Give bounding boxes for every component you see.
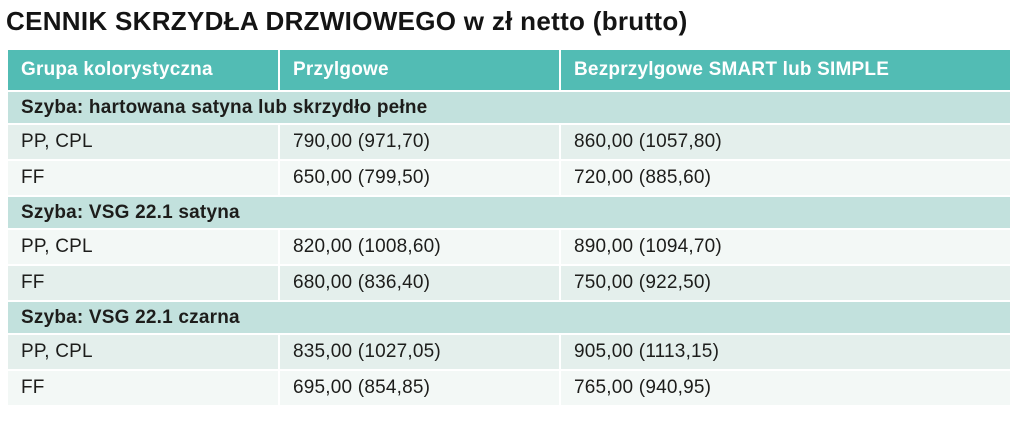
column-header-row: Grupa kolorystyczna Przylgowe Bezprzylgo… [6,48,1012,92]
cell-group: PP, CPL [6,333,280,371]
table-row: FF 650,00 (799,50) 720,00 (885,60) [6,159,1012,197]
cell-przylgowe-price: 820,00 (1008,60) [278,228,561,266]
table-row: PP, CPL 790,00 (971,70) 860,00 (1057,80) [6,123,1012,161]
section-header-label: Szyba: VSG 22.1 satyna [6,195,1012,230]
cell-bezprzylgowe-price: 890,00 (1094,70) [559,228,1012,266]
table-header: Grupa kolorystyczna Przylgowe Bezprzylgo… [6,48,1012,92]
cell-group: FF [6,159,280,197]
section-header-label: Szyba: VSG 22.1 czarna [6,300,1012,335]
cell-group: PP, CPL [6,123,280,161]
cell-przylgowe-price: 695,00 (854,85) [278,369,561,407]
cell-bezprzylgowe-price: 765,00 (940,95) [559,369,1012,407]
column-header-przylgowe: Przylgowe [278,48,561,92]
section-header-hartowana-satyna: Szyba: hartowana satyna lub skrzydło peł… [6,90,1012,125]
section-header-label: Szyba: hartowana satyna lub skrzydło peł… [6,90,1012,125]
table-row: PP, CPL 820,00 (1008,60) 890,00 (1094,70… [6,228,1012,266]
cell-group: PP, CPL [6,228,280,266]
section-header-vsg-czarna: Szyba: VSG 22.1 czarna [6,300,1012,335]
cell-group: FF [6,264,280,302]
section-header-vsg-satyna: Szyba: VSG 22.1 satyna [6,195,1012,230]
cell-przylgowe-price: 680,00 (836,40) [278,264,561,302]
cell-bezprzylgowe-price: 860,00 (1057,80) [559,123,1012,161]
table-row: FF 680,00 (836,40) 750,00 (922,50) [6,264,1012,302]
table-row: FF 695,00 (854,85) 765,00 (940,95) [6,369,1012,407]
cell-group: FF [6,369,280,407]
cell-przylgowe-price: 650,00 (799,50) [278,159,561,197]
cell-bezprzylgowe-price: 750,00 (922,50) [559,264,1012,302]
cell-przylgowe-price: 835,00 (1027,05) [278,333,561,371]
cell-bezprzylgowe-price: 720,00 (885,60) [559,159,1012,197]
page: CENNIK SKRZYDŁA DRZWIOWEGO w zł netto (b… [6,6,1012,407]
cell-przylgowe-price: 790,00 (971,70) [278,123,561,161]
page-title: CENNIK SKRZYDŁA DRZWIOWEGO w zł netto (b… [6,6,688,36]
column-header-bezprzylgowe: Bezprzylgowe SMART lub SIMPLE [559,48,1012,92]
cell-bezprzylgowe-price: 905,00 (1113,15) [559,333,1012,371]
table-row: PP, CPL 835,00 (1027,05) 905,00 (1113,15… [6,333,1012,371]
price-table: Grupa kolorystyczna Przylgowe Bezprzylgo… [6,48,1012,407]
column-header-grupa-kolorystyczna: Grupa kolorystyczna [6,48,280,92]
